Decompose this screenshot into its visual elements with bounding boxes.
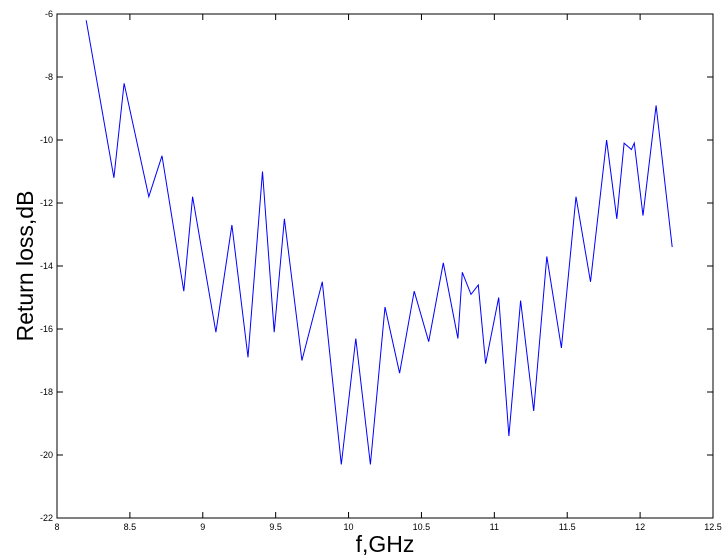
y-tick-labels: -22 -20 -18 -16 -14 -12 -10 -8 -6: [40, 9, 53, 523]
y-tick-label: -12: [40, 198, 53, 208]
x-tick-label: 10.5: [413, 522, 431, 532]
y-axis-title: Return loss,dB: [12, 191, 38, 342]
y-tick-label: -22: [40, 513, 53, 523]
plot-area: [56, 13, 714, 519]
x-tick-label: 12.5: [704, 522, 722, 532]
x-tick-label: 11: [490, 522, 499, 532]
x-axis-title: f,GHz: [356, 531, 415, 557]
x-tick-label: 11.5: [559, 522, 576, 532]
x-tick-labels: 8 8.5 9 9.5 10 10.5 11 11.5 12 12.5: [54, 522, 721, 532]
x-tick-label: 9.5: [269, 522, 282, 532]
data-series-line: [85, 20, 673, 465]
x-tick-label: 12: [635, 522, 645, 532]
axis-ticks: [56, 13, 714, 519]
x-tick-label: 10: [344, 522, 354, 532]
y-tick-label: -18: [40, 387, 53, 397]
y-tick-label: -10: [40, 135, 53, 145]
y-tick-label: -14: [40, 261, 53, 271]
y-tick-label: -8: [45, 72, 53, 82]
y-tick-label: -20: [40, 450, 53, 460]
x-tick-label: 8.5: [124, 522, 137, 532]
y-tick-label: -6: [45, 9, 53, 19]
x-tick-label: 8: [54, 522, 59, 532]
x-tick-label: 9: [200, 522, 205, 532]
y-tick-label: -16: [40, 324, 53, 334]
